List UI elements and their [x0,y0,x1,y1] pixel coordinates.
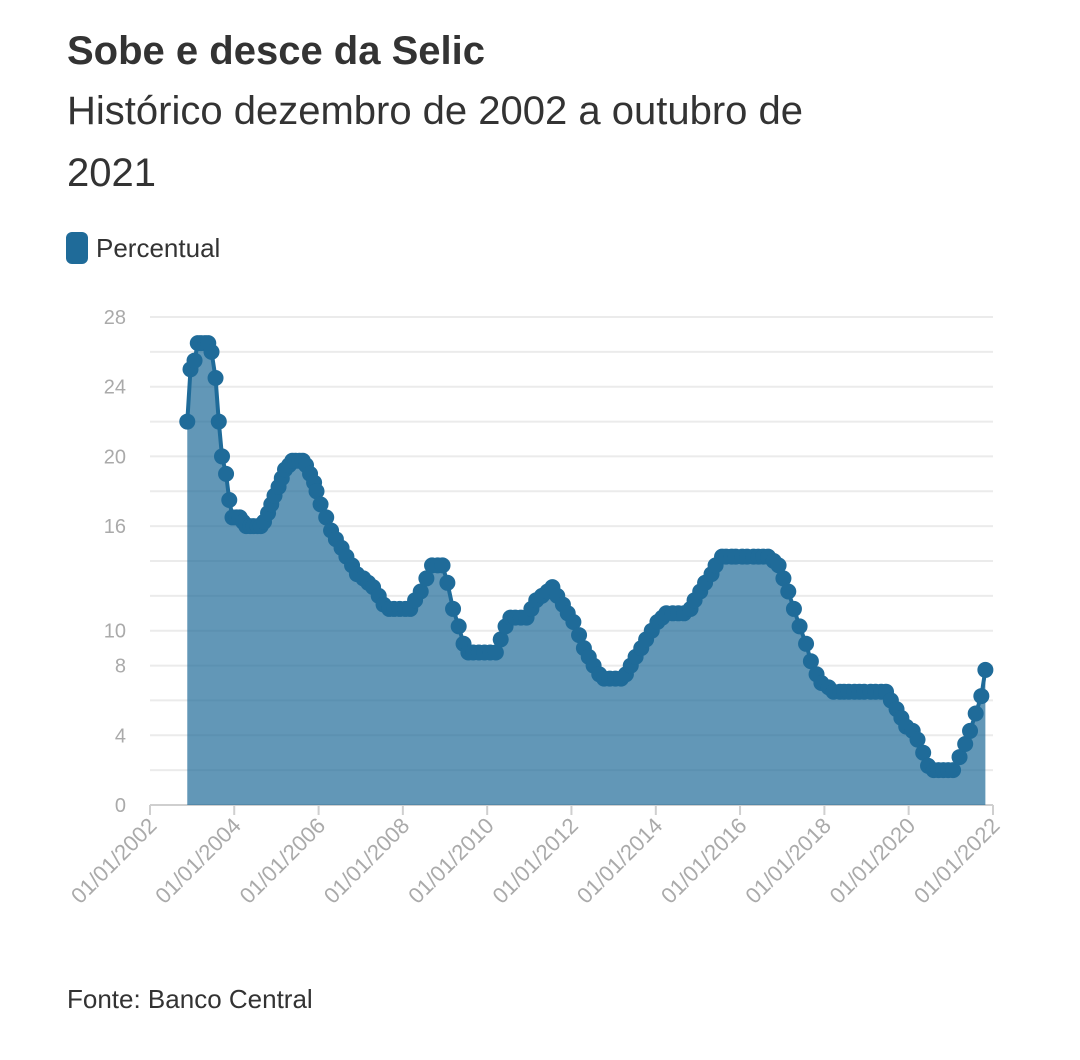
data-point [785,600,802,617]
data-point [945,762,962,779]
data-point [186,352,203,369]
data-point [450,618,467,635]
data-point [312,496,329,513]
y-tick-label: 16 [104,516,126,538]
data-point [957,736,974,752]
data-point [203,343,220,360]
data-point [967,705,984,722]
legend-label: Percentual [96,233,220,263]
x-tick-label: 01/01/2008 [319,813,415,909]
y-tick-label: 8 [115,656,126,678]
x-tick-label: 01/01/2016 [656,813,752,909]
data-point [308,483,325,500]
data-point [977,661,994,678]
x-tick-label: 01/01/2020 [825,813,921,909]
data-point [951,749,968,766]
data-point [791,618,808,635]
data-point [780,583,797,600]
y-tick-label: 0 [115,795,126,817]
data-point [439,574,456,591]
chart-title: Sobe e desce da Selic [67,29,485,73]
data-point [418,570,435,587]
data-point [434,557,451,574]
chart-subtitle: Histórico dezembro de 2002 a outubro de [67,89,803,133]
data-point [492,631,509,648]
data-point [770,557,787,574]
y-tick-label: 24 [104,377,126,399]
data-point [962,722,979,739]
x-tick-label: 01/01/2012 [487,813,583,909]
data-point [412,583,429,600]
data-point [445,600,462,617]
x-tick-label: 01/01/2002 [66,813,162,909]
y-tick-label: 10 [104,621,126,643]
x-tick-label: 01/01/2014 [572,813,668,909]
chart-subtitle: 2021 [67,151,156,195]
x-tick-label: 01/01/2010 [403,813,499,909]
data-point [218,465,235,482]
data-point [207,370,224,386]
x-tick-label: 01/01/2022 [909,813,1005,909]
data-point [909,731,926,748]
legend-swatch [66,232,88,264]
y-tick-label: 20 [104,446,126,468]
data-point [915,744,932,761]
data-point [214,448,231,465]
data-point [565,614,582,630]
data-point [487,644,504,661]
x-tick-label: 01/01/2018 [740,813,836,909]
x-tick-label: 01/01/2006 [235,813,331,909]
source: Fonte: Banco Central [67,984,313,1014]
data-point [179,413,196,430]
data-point [973,688,990,705]
x-tick-label: 01/01/2004 [150,813,246,909]
data-point [775,570,792,587]
y-tick-label: 4 [115,725,126,747]
area [187,343,986,805]
data-point [318,509,335,526]
data-point [221,492,238,508]
data-point [798,635,815,652]
data-point [210,413,227,430]
data-point [802,653,819,670]
data-point [571,627,588,644]
y-tick-label: 28 [104,307,126,329]
